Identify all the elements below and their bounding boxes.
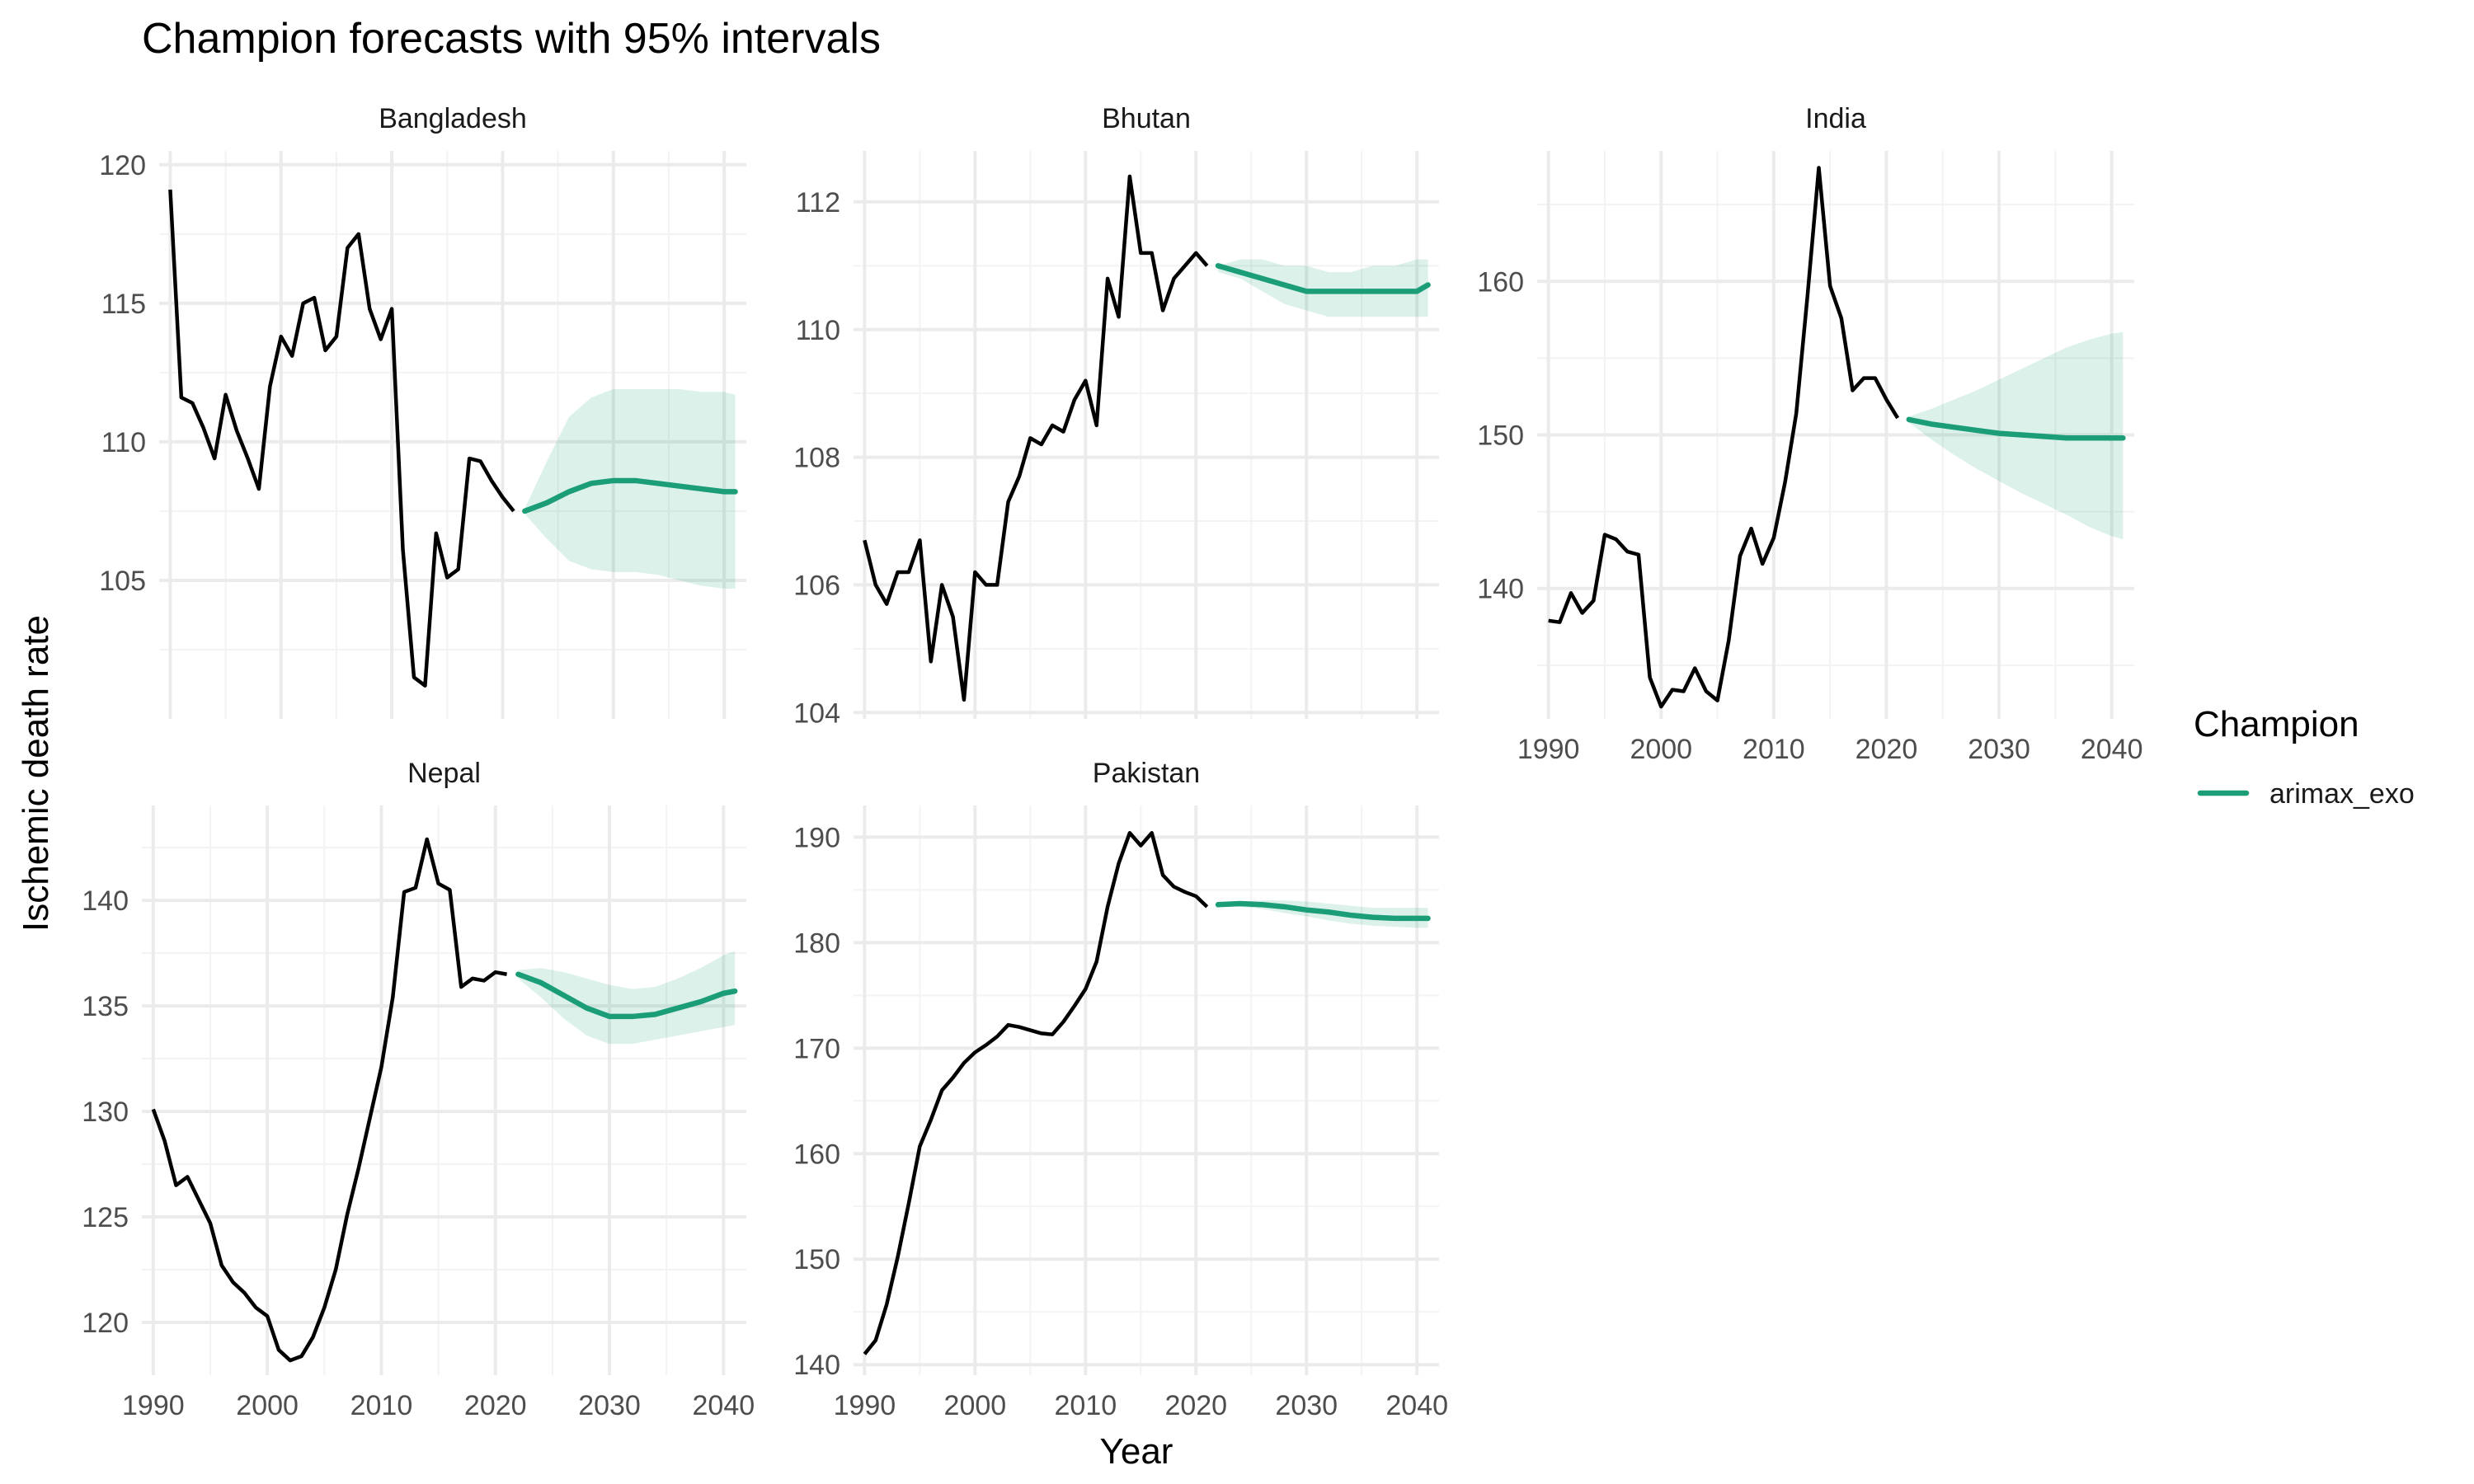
- y-tick-label: 170: [793, 1033, 840, 1064]
- x-tick-label: 2040: [2081, 734, 2143, 765]
- y-tick-label: 135: [82, 991, 129, 1022]
- x-tick-label: 1990: [122, 1390, 185, 1421]
- history-line-pakistan: [863, 831, 1209, 1355]
- facet-india: India 140 150 160 1990 2000 2010 2020 2030 2040: [1477, 103, 2142, 765]
- y-tick-label: 106: [793, 570, 840, 601]
- forecast-line-bhutan: [1215, 263, 1431, 294]
- x-tick-label: 2010: [350, 1390, 413, 1421]
- legend-label-arimax-exo: arimax_exo: [2269, 778, 2415, 810]
- y-tick-label: 190: [793, 822, 840, 853]
- y-tick-label: 130: [82, 1097, 129, 1128]
- facet-title-pakistan: Pakistan: [1093, 758, 1200, 789]
- forecast-interval-bangladesh: [524, 389, 736, 589]
- chart-title: Champion forecasts with 95% intervals: [142, 15, 881, 63]
- x-tick-label: 2010: [1743, 734, 1805, 765]
- y-tick-label: 160: [793, 1139, 840, 1170]
- legend: Champion arimax_exo: [2194, 704, 2415, 810]
- x-tick-label: 2000: [1630, 734, 1692, 765]
- facet-bangladesh: Bangladesh 105 110 115 120: [99, 103, 746, 719]
- y-tick-label: 110: [796, 315, 840, 346]
- facet-title-nepal: Nepal: [407, 758, 481, 789]
- history-line-nepal: [151, 837, 507, 1363]
- x-axis-title: Year: [1100, 1431, 1174, 1472]
- y-tick-label: 120: [82, 1308, 129, 1339]
- facets: Bangladesh 105 110 115 120 Bhutan 104 106 108 110…: [82, 103, 2142, 1421]
- forecast-interval-bhutan: [1218, 259, 1428, 317]
- y-tick-label: 150: [1477, 420, 1524, 452]
- facet-title-india: India: [1805, 103, 1866, 134]
- y-tick-label: 140: [82, 885, 129, 917]
- x-tick-label: 2000: [236, 1390, 299, 1421]
- facet-title-bangladesh: Bangladesh: [379, 103, 527, 134]
- x-tick-label: 2000: [944, 1390, 1007, 1421]
- x-tick-label: 2030: [1275, 1390, 1338, 1421]
- x-tick-label: 2020: [464, 1390, 527, 1421]
- forecast-line-nepal: [515, 971, 738, 1020]
- x-tick-label: 2030: [578, 1390, 641, 1421]
- forecast-line-bangladesh: [522, 477, 738, 514]
- y-tick-label: 110: [101, 427, 146, 458]
- y-tick-label: 140: [793, 1350, 840, 1381]
- y-tick-label: 150: [793, 1244, 840, 1275]
- x-tick-label: 1990: [834, 1390, 896, 1421]
- y-axis-title: Ischemic death rate: [16, 615, 56, 932]
- x-tick-label: 2020: [1856, 734, 1918, 765]
- y-tick-label: 180: [793, 928, 840, 959]
- y-tick-label: 108: [793, 443, 840, 474]
- y-tick-label: 120: [99, 150, 146, 181]
- facet-pakistan: Pakistan 140 150 160 170 180 190 1990 2000 2010 20…: [793, 758, 1448, 1421]
- y-tick-label: 115: [101, 289, 146, 320]
- x-tick-label: 2040: [693, 1390, 755, 1421]
- facet-bhutan: Bhutan 104 106 108 110 112: [793, 103, 1439, 729]
- x-tick-label: 2030: [1968, 734, 2030, 765]
- forecast-line-pakistan: [1215, 900, 1431, 922]
- x-tick-label: 1990: [1517, 734, 1580, 765]
- facet-title-bhutan: Bhutan: [1102, 103, 1191, 134]
- forecast-interval-nepal: [518, 951, 736, 1045]
- y-tick-label: 105: [99, 566, 146, 597]
- x-tick-label: 2010: [1055, 1390, 1117, 1421]
- legend-title: Champion: [2194, 704, 2359, 744]
- x-tick-label: 2040: [1385, 1390, 1448, 1421]
- y-tick-label: 112: [796, 187, 840, 218]
- x-tick-label: 2020: [1164, 1390, 1227, 1421]
- history-line-bhutan: [863, 174, 1209, 702]
- y-tick-label: 140: [1477, 574, 1524, 605]
- y-tick-label: 160: [1477, 266, 1524, 298]
- y-tick-label: 104: [793, 697, 840, 729]
- history-line-bangladesh: [168, 189, 515, 688]
- facet-nepal: Nepal 120 125 130 135 140 1990 2000 2010 2020 2030…: [82, 758, 755, 1421]
- y-tick-label: 125: [82, 1202, 129, 1233]
- history-line-india: [1548, 166, 1900, 709]
- forecast-line-india: [1906, 416, 2126, 441]
